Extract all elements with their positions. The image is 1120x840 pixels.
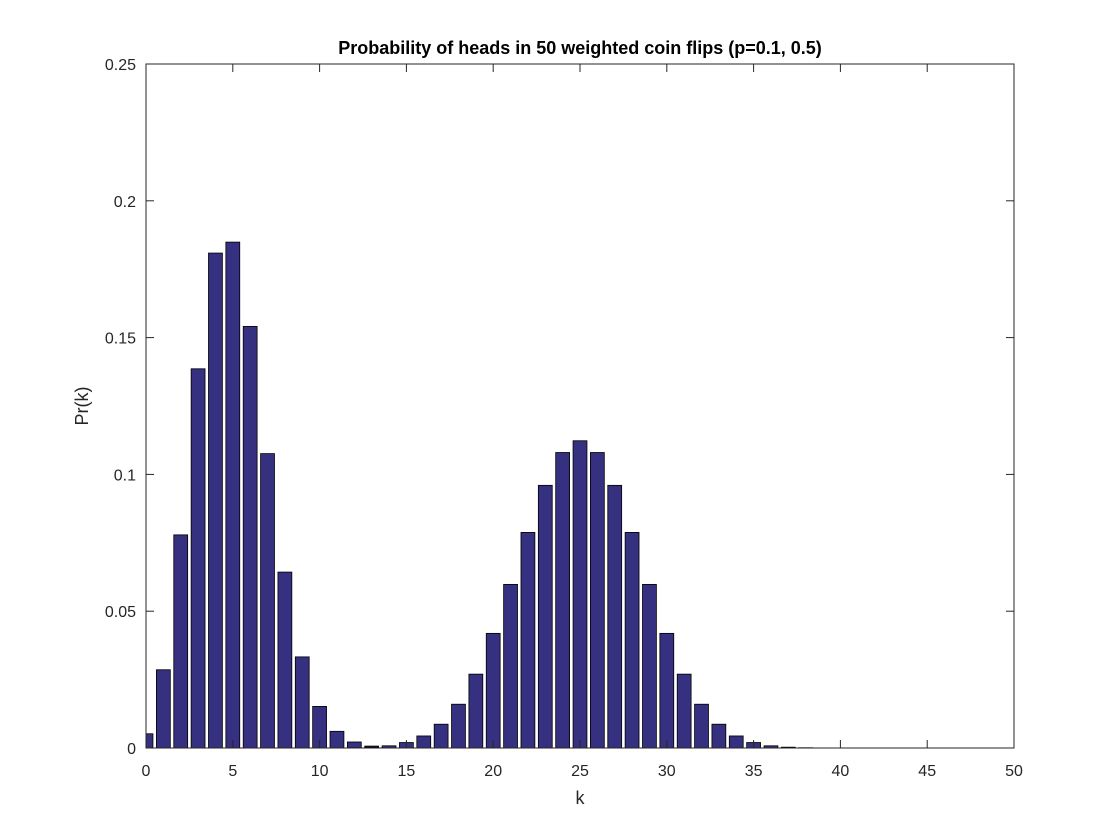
bar-series2-k23 — [537, 484, 553, 748]
bar-series1-k6 — [242, 325, 258, 748]
bar-series2-k33 — [711, 723, 727, 748]
bar-series2-k21 — [503, 583, 518, 748]
x-tick-label: 5 — [228, 763, 237, 780]
x-tick-label: 25 — [571, 763, 589, 780]
bar-series1-k9 — [294, 656, 310, 748]
x-axis: 0 5 10 15 20 25 30 35 40 45 50 — [142, 64, 1023, 780]
x-tick-label: 0 — [142, 763, 151, 780]
x-tick-label: 30 — [658, 763, 676, 780]
bar-series2-k17 — [433, 723, 449, 748]
bar-series2-k20 — [485, 632, 501, 748]
y-tick-label: 0.25 — [105, 57, 136, 74]
bar-series2-k26 — [590, 452, 605, 748]
bar-series1-k7 — [260, 453, 275, 748]
bar-series2-k30 — [659, 632, 675, 748]
y-tick-label: 0.2 — [114, 194, 136, 211]
bar-series1-k1 — [156, 669, 171, 748]
bar-series1-k8 — [277, 571, 293, 748]
bar-series1-k2 — [173, 534, 189, 748]
x-tick-label: 45 — [918, 763, 936, 780]
x-tick-label: 10 — [311, 763, 329, 780]
bar-series2-k29 — [642, 583, 657, 748]
bar-series1-k3 — [190, 368, 206, 748]
bar-series1-k12 — [346, 741, 362, 748]
x-tick-label: 40 — [832, 763, 850, 780]
bar-series2-k32 — [694, 703, 709, 748]
bar-series1-k11 — [329, 730, 345, 748]
bar-series2-k22 — [520, 532, 536, 748]
y-axis: 0 0.05 0.1 0.15 0.2 0.25 — [105, 57, 1014, 758]
bar-series2-k34 — [728, 735, 744, 748]
bar-series1-k4 — [208, 252, 223, 748]
bar-series2-k28 — [624, 532, 640, 748]
bar-series2-k27 — [607, 484, 623, 748]
bar-series1-k5 — [225, 241, 241, 748]
x-tick-label: 50 — [1005, 763, 1023, 780]
bar-series2-k16 — [416, 735, 432, 748]
x-axis-label: k — [576, 788, 586, 808]
bars-group — [146, 241, 814, 748]
bar-series2-k18 — [451, 703, 466, 748]
chart-title: Probability of heads in 50 weighted coin… — [338, 38, 822, 58]
y-tick-label: 0 — [127, 741, 136, 758]
bar-series2-k25 — [572, 440, 588, 748]
x-tick-label: 20 — [484, 763, 502, 780]
y-tick-label: 0.15 — [105, 331, 136, 348]
bar-series2-k24 — [555, 452, 570, 748]
bar-series2-k31 — [676, 673, 692, 748]
bar-series2-k19 — [468, 673, 484, 748]
x-tick-label: 15 — [398, 763, 416, 780]
x-tick-label: 35 — [745, 763, 763, 780]
y-axis-label: Pr(k) — [72, 387, 92, 426]
y-tick-label: 0.1 — [114, 467, 136, 484]
y-tick-label: 0.05 — [105, 604, 136, 621]
